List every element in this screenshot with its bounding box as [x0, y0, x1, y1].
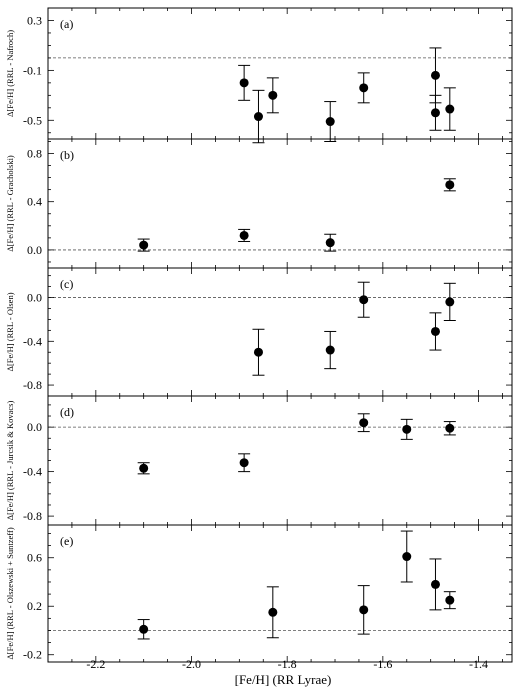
y-axis-label: Δ[Fe/H] (RRL - Jurcsik & Kovacs) — [5, 401, 15, 521]
y-tick-label: 0.3 — [27, 13, 42, 27]
data-point — [139, 624, 149, 634]
y-tick-label: -0.1 — [23, 63, 42, 77]
panel-frame — [47, 267, 513, 397]
data-point — [430, 579, 440, 589]
x-tick-label: -1.8 — [278, 657, 297, 671]
data-point — [253, 112, 263, 122]
data-point — [325, 117, 335, 127]
data-point — [253, 347, 263, 357]
panel-frame — [47, 524, 513, 663]
y-tick-label: -0.2 — [23, 648, 42, 662]
data-point — [139, 240, 149, 250]
y-tick-label: -0.4 — [23, 465, 42, 479]
data-point — [445, 423, 455, 433]
data-point — [325, 238, 335, 248]
data-point — [359, 605, 369, 615]
panel-frame — [47, 138, 513, 269]
panel-label: (a) — [60, 17, 73, 31]
y-axis-label: Δ[Fe/H] (RRL - Gracholski) — [5, 155, 15, 252]
y-tick-label: 0.0 — [27, 243, 42, 257]
panel-label: (b) — [60, 148, 74, 162]
y-axis-label: Δ[Fe/H] (RRL - Olszewski + Suntzeff) — [5, 527, 15, 659]
y-tick-label: 0.0 — [27, 420, 42, 434]
data-point — [445, 297, 455, 307]
y-tick-label: -0.8 — [23, 378, 42, 392]
y-tick-label: -0.4 — [23, 334, 42, 348]
data-point — [445, 595, 455, 605]
panel-frame — [47, 395, 513, 526]
y-axis-label: Δ[Fe/H] (RRL - Olsen) — [5, 292, 15, 371]
x-tick-label: -2.0 — [182, 657, 201, 671]
data-point — [359, 418, 369, 428]
data-point — [359, 295, 369, 305]
data-point — [268, 90, 278, 100]
x-tick-label: -1.6 — [373, 657, 392, 671]
y-tick-label: 0.8 — [27, 146, 42, 160]
y-axis-label: Δ[Fe/H] (RRL - Nafroch) — [5, 30, 15, 117]
data-point — [430, 70, 440, 80]
y-tick-label: 0.0 — [27, 291, 42, 305]
data-point — [325, 345, 335, 355]
y-tick-label: 0.2 — [27, 599, 42, 613]
data-point — [445, 180, 455, 190]
data-point — [430, 108, 440, 118]
data-point — [402, 552, 412, 562]
data-point — [239, 230, 249, 240]
data-point — [445, 104, 455, 114]
y-tick-label: -0.8 — [23, 509, 42, 523]
data-point — [359, 83, 369, 93]
data-point — [139, 463, 149, 473]
y-tick-label: -0.5 — [23, 113, 42, 127]
panel-frame — [47, 7, 513, 140]
x-tick-label: -1.4 — [469, 657, 488, 671]
y-tick-label: 0.4 — [27, 195, 42, 209]
x-axis-label: [Fe/H] (RR Lyrae) — [235, 672, 332, 687]
data-point — [402, 424, 412, 434]
panel-label: (e) — [60, 534, 73, 548]
data-point — [239, 458, 249, 468]
panel-label: (c) — [60, 277, 73, 291]
y-tick-label: 0.6 — [27, 551, 42, 565]
data-point — [239, 78, 249, 88]
panel-label: (d) — [60, 405, 74, 419]
data-point — [268, 607, 278, 617]
x-tick-label: -2.2 — [86, 657, 105, 671]
data-point — [430, 326, 440, 336]
